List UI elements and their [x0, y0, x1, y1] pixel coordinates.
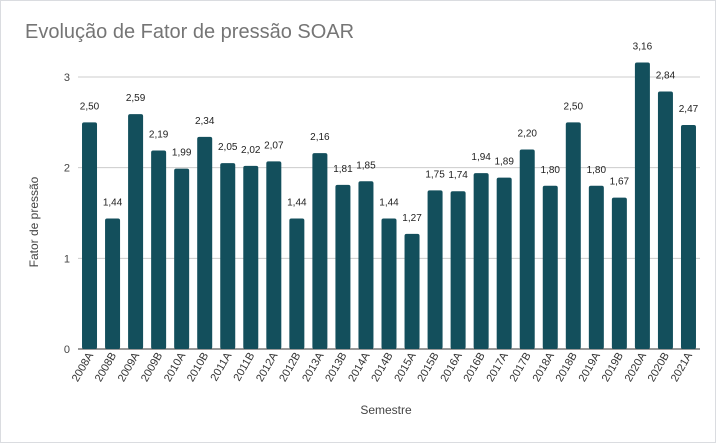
x-tick-label: 2018B — [554, 351, 580, 385]
y-tick-label: 2 — [64, 163, 70, 175]
data-label: 2,02 — [241, 145, 261, 156]
data-label: 2,34 — [195, 116, 215, 127]
bar-2021A[interactable] — [680, 125, 696, 349]
bar-2019B[interactable] — [611, 197, 627, 349]
x-axis-label: Semestre — [360, 403, 412, 417]
chart-title: Evolução de Fator de pressão SOAR — [25, 21, 355, 43]
x-tick-label: 2017B — [508, 351, 534, 385]
data-label: 1,99 — [172, 148, 192, 159]
data-label: 1,44 — [379, 197, 399, 208]
y-tick-label: 1 — [64, 253, 70, 265]
y-tick-label: 3 — [64, 72, 70, 84]
data-label: 1,85 — [356, 160, 376, 171]
x-tick-label: 2021A — [669, 350, 696, 384]
x-tick-label: 2020B — [646, 351, 672, 385]
data-label: 2,20 — [517, 129, 537, 140]
data-label: 1,81 — [333, 164, 353, 175]
bar-2018A[interactable] — [542, 185, 558, 349]
x-tick-label: 2010B — [185, 351, 211, 385]
bar-2017A[interactable] — [496, 177, 512, 349]
bar-2013A[interactable] — [312, 153, 328, 349]
bar-2016B[interactable] — [473, 173, 489, 349]
x-tick-label: 2012B — [277, 351, 303, 385]
data-label: 1,75 — [425, 169, 445, 180]
x-tick-label: 2009B — [139, 351, 165, 385]
x-tick-label: 2019B — [600, 351, 626, 385]
bar-2008B[interactable] — [105, 218, 121, 349]
bar-2014B[interactable] — [381, 218, 397, 349]
bar-2009B[interactable] — [151, 150, 167, 349]
x-tick-label: 2014B — [369, 351, 395, 385]
bar-2010B[interactable] — [197, 136, 213, 349]
bar-2011A[interactable] — [220, 163, 236, 349]
bar-2010A[interactable] — [174, 168, 190, 349]
bar-2009A[interactable] — [128, 114, 144, 349]
data-label: 2,50 — [80, 101, 100, 112]
data-label: 2,50 — [564, 101, 584, 112]
bar-2015B[interactable] — [427, 190, 443, 349]
data-label: 1,27 — [402, 213, 422, 224]
y-tick-label: 0 — [64, 344, 70, 356]
bar-2017B[interactable] — [519, 149, 535, 349]
data-label: 2,47 — [679, 104, 699, 115]
data-label: 3,16 — [633, 41, 653, 52]
bar-2015A[interactable] — [404, 233, 420, 349]
data-label: 2,16 — [310, 132, 330, 143]
bar-2018B[interactable] — [565, 122, 581, 349]
data-label: 2,59 — [126, 93, 146, 104]
data-label: 1,44 — [103, 197, 123, 208]
data-label: 2,84 — [656, 71, 676, 82]
y-axis-label: Fator de pressão — [27, 176, 41, 267]
bar-2014A[interactable] — [358, 181, 374, 349]
data-label: 2,05 — [218, 142, 238, 153]
bar-2011B[interactable] — [243, 165, 259, 349]
data-label: 1,67 — [610, 177, 630, 188]
data-label: 1,80 — [541, 165, 561, 176]
bar-2016A[interactable] — [450, 191, 466, 349]
bar-2012A[interactable] — [266, 161, 282, 349]
x-tick-label: 2011A — [208, 350, 234, 383]
data-label: 1,44 — [287, 197, 307, 208]
data-label: 2,07 — [264, 140, 284, 151]
bar-2012B[interactable] — [289, 218, 305, 349]
x-tick-label: 2013B — [323, 351, 349, 385]
bar-2019A[interactable] — [588, 185, 604, 349]
data-label: 2,19 — [149, 129, 169, 140]
bar-2008A[interactable] — [82, 122, 98, 349]
bar-2013B[interactable] — [335, 184, 351, 349]
bar-2020A[interactable] — [634, 62, 650, 349]
data-label: 1,89 — [494, 157, 514, 168]
data-label: 1,74 — [448, 170, 468, 181]
data-label: 1,94 — [471, 152, 491, 163]
data-label: 1,80 — [587, 165, 607, 176]
x-tick-label: 2016B — [461, 351, 487, 385]
x-tick-label: 2015B — [415, 351, 441, 385]
bar-2020B[interactable] — [657, 91, 673, 350]
x-tick-label: 2008B — [93, 351, 119, 385]
